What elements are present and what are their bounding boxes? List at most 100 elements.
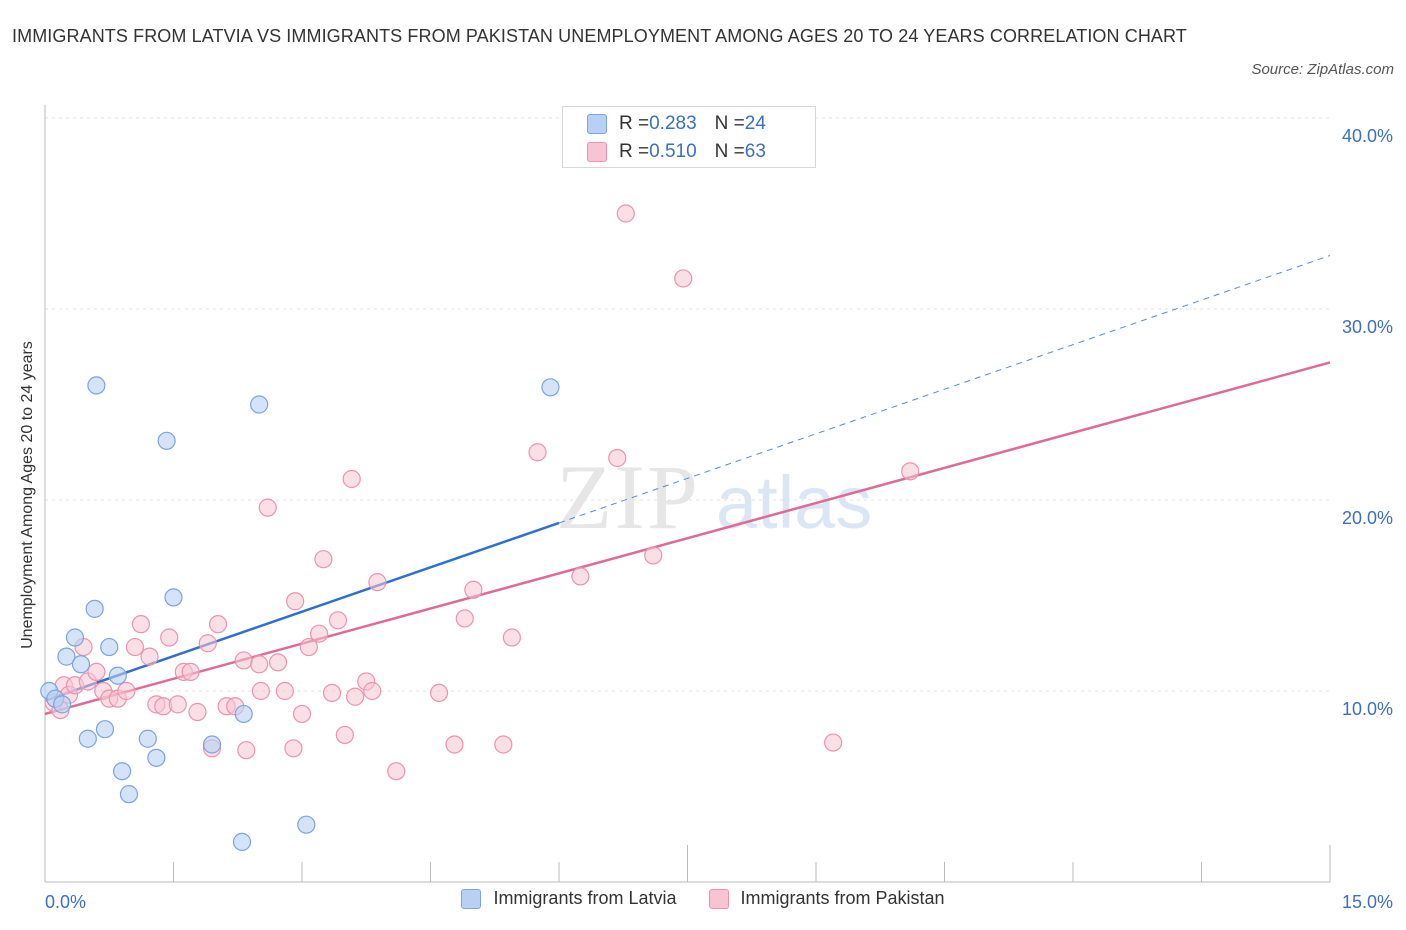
pakistan-point xyxy=(644,546,663,565)
y-tick-label: 20.0% xyxy=(1342,508,1393,528)
latvia-point xyxy=(119,785,139,804)
pakistan-point xyxy=(168,695,187,714)
watermark-atlas: atlas xyxy=(716,461,872,544)
pakistan-point xyxy=(342,469,361,489)
latvia-point xyxy=(95,720,115,739)
x-tick-label: 0.0% xyxy=(45,892,86,912)
pakistan-point xyxy=(314,550,333,569)
legend-item-pakistan[interactable]: Immigrants from Pakistan xyxy=(708,888,945,909)
legend-row-latvia: R = 0.283 N = 24 xyxy=(587,112,766,136)
y-tick-label: 10.0% xyxy=(1342,699,1393,719)
pakistan-point xyxy=(502,628,521,647)
latvia-point xyxy=(87,376,106,395)
stats-legend: R = 0.283 N = 24 R = 0.510 N = 63 xyxy=(562,106,816,168)
x-tick-label: 15.0% xyxy=(1342,892,1393,912)
latvia-point xyxy=(57,647,76,666)
tick-labels: 10.0% 20.0% 30.0% 40.0% 0.0% 15.0% xyxy=(45,126,1393,912)
pakistan-legend-swatch xyxy=(708,888,729,909)
pakistan-point xyxy=(250,655,269,674)
latvia-point xyxy=(297,815,316,834)
latvia-point xyxy=(138,729,157,748)
pakistan-point xyxy=(455,609,474,628)
pakistan-n-value: 63 xyxy=(744,141,766,162)
axes xyxy=(44,105,1331,883)
pakistan-point xyxy=(363,681,382,701)
latvia-r-label: R = xyxy=(619,113,650,134)
latvia-point xyxy=(250,395,269,414)
pakistan-point xyxy=(160,628,179,647)
pakistan-point xyxy=(310,624,329,643)
pakistan-point xyxy=(299,637,318,657)
pakistan-point xyxy=(322,683,342,703)
watermark: ZIP atlas xyxy=(556,446,872,548)
pakistan-point xyxy=(234,651,253,670)
pakistan-n-label: N = xyxy=(714,141,745,162)
pakistan-legend-label: Immigrants from Pakistan xyxy=(740,888,945,908)
pakistan-point xyxy=(198,634,217,653)
pakistan-point xyxy=(445,735,464,754)
pakistan-point xyxy=(824,733,843,752)
latvia-legend-label: Immigrants from Latvia xyxy=(493,888,677,908)
latvia-point xyxy=(157,431,176,450)
latvia-point xyxy=(65,628,85,647)
latvia-point xyxy=(164,588,183,607)
pakistan-point xyxy=(188,702,207,722)
latvia-point xyxy=(53,695,72,714)
pakistan-point xyxy=(335,725,354,745)
latvia-point xyxy=(108,666,127,685)
latvia-point xyxy=(202,735,222,754)
latvia-point xyxy=(147,748,166,767)
series-legend: Immigrants from Latvia Immigrants from P… xyxy=(0,888,1406,909)
pakistan-point xyxy=(616,204,635,223)
grid-lines xyxy=(45,117,1330,692)
chart-title: IMMIGRANTS FROM LATVIA VS IMMIGRANTS FRO… xyxy=(12,26,1187,46)
pakistan-point xyxy=(237,741,256,760)
latvia-point xyxy=(112,762,132,781)
pakistan-point xyxy=(528,443,547,462)
pakistan-point xyxy=(208,615,228,634)
latvia-point xyxy=(232,832,252,851)
pakistan-point xyxy=(125,637,145,657)
pakistan-point xyxy=(464,580,483,599)
latvia-r-value: 0.283 xyxy=(649,113,697,134)
latvia-swatch xyxy=(587,114,607,134)
pakistan-point xyxy=(286,592,305,611)
pakistan-point xyxy=(275,681,294,701)
pakistan-swatch xyxy=(587,142,607,162)
latvia-point xyxy=(85,599,104,618)
latvia-point xyxy=(78,729,97,748)
latvia-point xyxy=(541,378,560,397)
pakistan-point xyxy=(117,681,136,701)
legend-item-latvia[interactable]: Immigrants from Latvia xyxy=(461,888,677,909)
pakistan-point xyxy=(368,573,387,592)
pakistan-point xyxy=(292,704,312,724)
pakistan-point xyxy=(268,653,288,672)
pakistan-point xyxy=(901,462,920,481)
latvia-point xyxy=(234,704,253,724)
pakistan-point xyxy=(608,448,627,468)
latvia-point xyxy=(71,655,91,674)
pakistan-point xyxy=(87,662,106,682)
pakistan-point xyxy=(284,739,303,758)
pakistan-point xyxy=(429,683,449,703)
latvia-legend-swatch xyxy=(461,888,482,909)
y-tick-label: 40.0% xyxy=(1342,126,1393,146)
y-tick-label: 30.0% xyxy=(1342,317,1393,337)
latvia-n-label: N = xyxy=(714,113,745,134)
pakistan-r-label: R = xyxy=(619,141,650,162)
pakistan-point xyxy=(571,567,590,586)
latvia-points xyxy=(40,376,560,851)
pakistan-point xyxy=(131,615,151,634)
latvia-point xyxy=(100,637,119,657)
latvia-n-value: 24 xyxy=(744,113,766,134)
latvia-trend-extension xyxy=(558,255,1331,524)
pakistan-point xyxy=(387,762,406,781)
pakistan-r-value: 0.510 xyxy=(649,141,697,162)
pakistan-point xyxy=(328,611,348,630)
pakistan-point xyxy=(181,662,200,682)
pakistan-point xyxy=(494,735,513,754)
legend-row-pakistan: R = 0.510 N = 63 xyxy=(587,140,766,164)
pakistan-point xyxy=(674,269,693,288)
watermark-zip: ZIP xyxy=(556,446,700,548)
